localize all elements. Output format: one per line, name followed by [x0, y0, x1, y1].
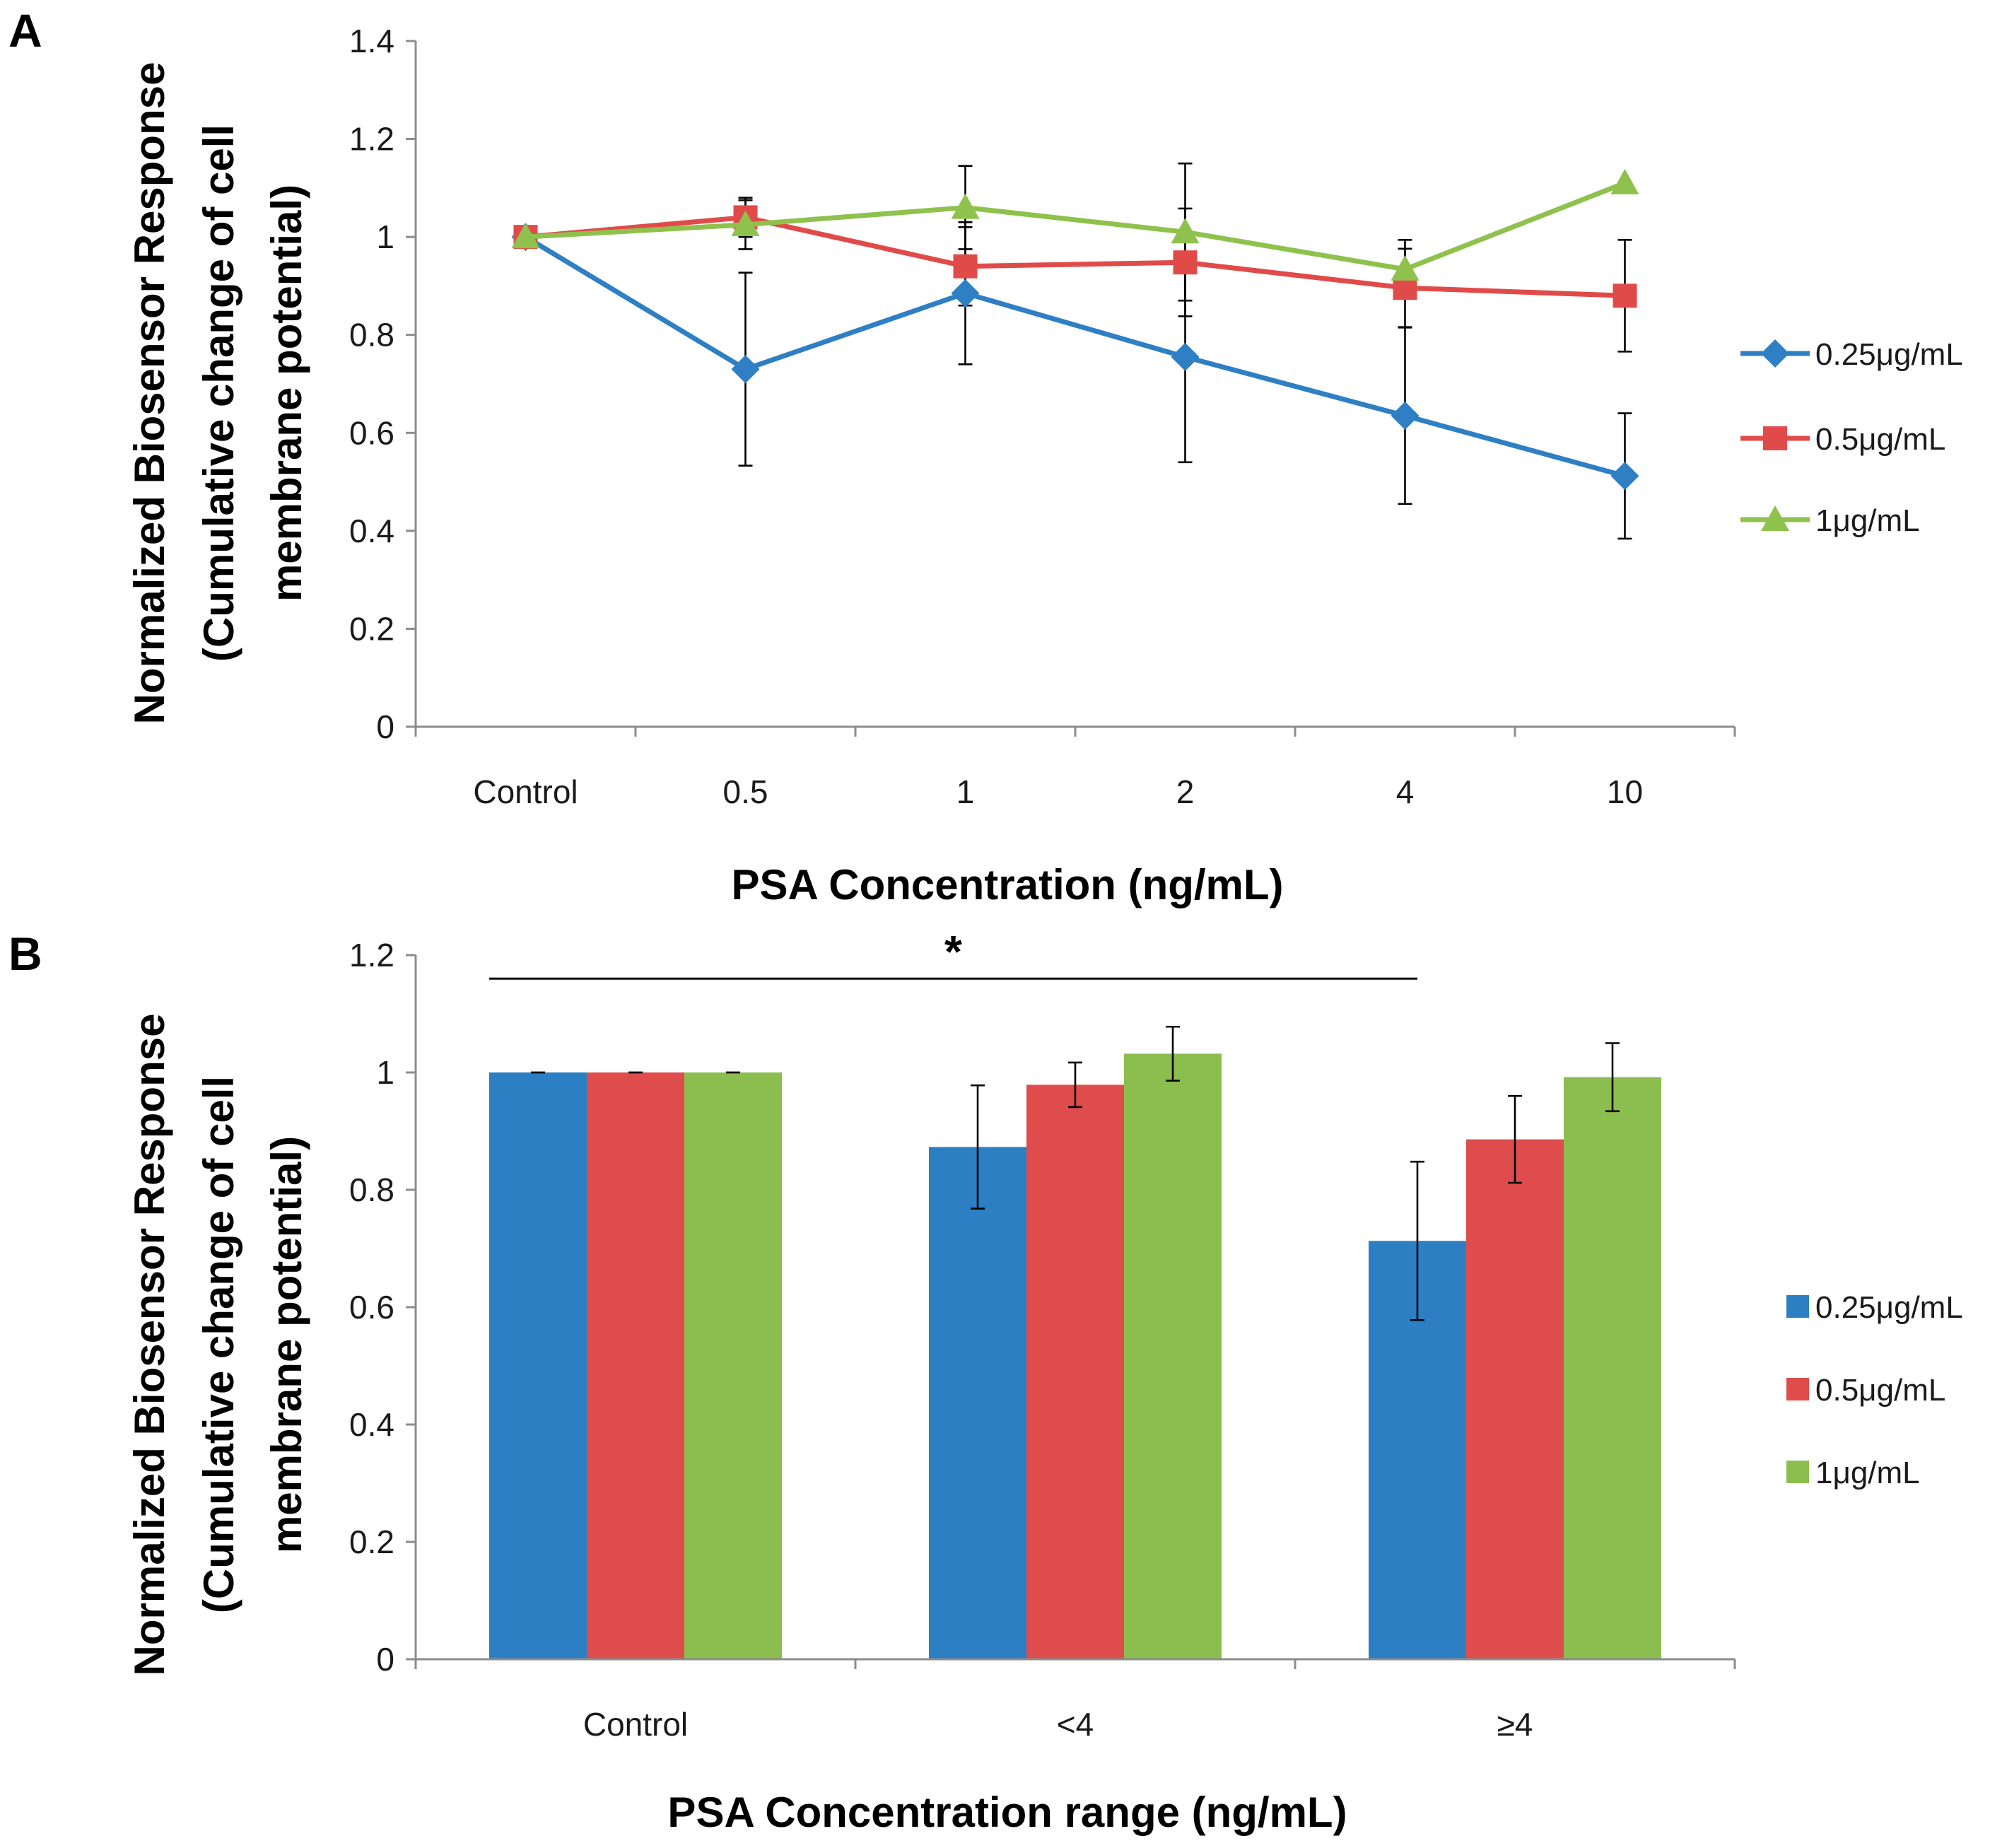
panel-a-x-tick-label-4: 4 — [1396, 773, 1415, 810]
panel-a-y-tick-label: 0 — [376, 708, 394, 745]
panel-b-error-bar-1ug-ml-lt4 — [1166, 1025, 1180, 1082]
panel-a-x-tick-label-0-5: 0.5 — [723, 773, 768, 810]
panel-a-y-axis: 0 0.2 0.4 0.6 0.8 1 1.2 1.4 — [349, 23, 417, 745]
panel-b-y-tick-label: 0.6 — [349, 1289, 394, 1326]
panel-b-x-tick-label-ge4: ≥4 — [1497, 1706, 1533, 1743]
panel-a-x-axis: Control 0.5 1 2 4 10 — [414, 725, 1736, 810]
bar-1ug-ml-ge4 — [1564, 1077, 1661, 1659]
panel-a-y-tick-label: 0.4 — [349, 513, 394, 549]
panel-b-y-tick-label: 0.2 — [349, 1524, 394, 1560]
panel-a-y-tick-label: 0.2 — [349, 610, 394, 647]
panel-b-y-tick-label: 1.2 — [349, 937, 394, 973]
panel-a-x-tick-label-1: 1 — [956, 773, 975, 810]
panel-b: B Normalized Biosensor Response (Cumulat… — [8, 926, 1963, 1836]
panel-b-x-tick-label-lt4: <4 — [1057, 1706, 1094, 1743]
panel-a-x-tick-label-control: Control — [473, 773, 578, 810]
panel-a-letter: A — [8, 4, 42, 57]
panel-b-error-bars — [531, 1025, 1620, 1321]
data-point-1ug-ml-4 — [1391, 255, 1420, 281]
bar-1ug-ml-lt4 — [1124, 1053, 1222, 1659]
significance-star: * — [944, 926, 962, 977]
data-point-0-25ug-ml-2 — [1171, 342, 1200, 371]
bar-0-25ug-ml-lt4 — [929, 1147, 1026, 1659]
data-point-0-5ug-ml-1 — [953, 254, 978, 279]
panel-b-error-bar-0-5ug-ml-ge4 — [1508, 1094, 1522, 1184]
panel-a-x-tick-label-10: 10 — [1607, 773, 1643, 810]
data-point-0-25ug-ml-1 — [951, 279, 980, 308]
bar-1ug-ml-control — [684, 1072, 782, 1659]
legend-label: 0.25μg/mL — [1815, 337, 1963, 372]
legend-label: 0.5μg/mL — [1815, 1373, 1945, 1408]
legend-label: 0.25μg/mL — [1815, 1290, 1963, 1325]
data-point-1ug-ml-2 — [1171, 218, 1200, 244]
panel-a-ylabel-line1: Normalized Biosensor Response — [126, 62, 173, 725]
bar-0-25ug-ml-control — [489, 1072, 587, 1659]
data-point-0-25ug-ml-4 — [1391, 402, 1420, 431]
panel-a-y-tick-label: 0.8 — [349, 317, 394, 353]
data-point-1ug-ml-10 — [1610, 168, 1639, 194]
legend-item-0-25ug-ml: 0.25μg/mL — [1786, 1290, 1963, 1325]
legend-marker — [1761, 339, 1789, 368]
panel-b-y-tick-label: 0 — [376, 1641, 394, 1678]
series-line-0-5ug-ml — [525, 214, 1625, 298]
panel-b-ylabel-line2: (Cumulative change of cell — [195, 1076, 242, 1613]
panel-a-ylabel-line3: membrane potential) — [263, 185, 310, 602]
data-point-0-25ug-ml-0-5 — [731, 355, 760, 384]
legend-item-1ug-ml: 1μg/mL — [1740, 503, 1920, 538]
panel-a-series-1ug-ml — [511, 168, 1639, 281]
legend-marker — [1761, 505, 1789, 531]
bar-0-5ug-ml-lt4 — [1026, 1084, 1124, 1659]
panel-b-ylabel-line3: membrane potential) — [263, 1136, 310, 1553]
legend-label: 1μg/mL — [1815, 1456, 1920, 1490]
panel-a-y-tick-label: 1.2 — [349, 121, 394, 158]
legend-swatch — [1786, 1295, 1809, 1318]
panel-b-y-tick-label: 1 — [376, 1054, 394, 1091]
panel-b-xlabel: PSA Concentration range (ng/mL) — [667, 1789, 1347, 1836]
panel-a-x-tick-label-2: 2 — [1176, 773, 1195, 810]
legend-item-0-25ug-ml: 0.25μg/mL — [1740, 337, 1963, 372]
panel-b-y-axis: 0 0.2 0.4 0.6 0.8 1 1.2 — [349, 937, 417, 1678]
panel-b-ylabel-line1: Normalized Biosensor Response — [126, 1014, 173, 1676]
legend-item-0-5ug-ml: 0.5μg/mL — [1786, 1373, 1945, 1408]
series-line-0-25ug-ml — [524, 235, 1626, 479]
panel-b-bars — [489, 1053, 1661, 1659]
data-point-0-5ug-ml-2 — [1173, 250, 1198, 275]
data-point-0-5ug-ml-10 — [1613, 283, 1637, 308]
panel-a-legend: 0.25μg/mL 0.5μg/mL 1μg/mL — [1740, 337, 1963, 538]
legend-swatch — [1786, 1378, 1809, 1400]
data-point-1ug-ml-0-5 — [731, 210, 760, 236]
panel-a-y-tick-label: 1 — [376, 218, 394, 255]
panel-a-y-tick-label: 1.4 — [349, 23, 394, 59]
data-point-0-25ug-ml-10 — [1610, 462, 1639, 491]
panel-b-letter: B — [8, 928, 42, 980]
panel-a-series — [511, 168, 1639, 491]
data-point-1ug-ml-1 — [951, 193, 980, 219]
panel-b-x-axis: Control <4 ≥4 — [414, 1658, 1736, 1743]
bar-0-5ug-ml-ge4 — [1466, 1139, 1564, 1659]
panel-b-error-bar-0-25ug-ml-lt4 — [971, 1084, 985, 1210]
panel-a-y-tick-label: 0.6 — [349, 414, 394, 451]
legend-swatch — [1786, 1461, 1809, 1483]
panel-b-x-tick-label-control: Control — [583, 1706, 688, 1743]
panel-b-legend: 0.25μg/mL 0.5μg/mL 1μg/mL — [1786, 1290, 1963, 1490]
panel-b-y-tick-label: 0.8 — [349, 1171, 394, 1208]
panel-b-error-bar-0-5ug-ml-lt4 — [1068, 1061, 1082, 1109]
data-point-1ug-ml-control — [511, 223, 540, 249]
panel-b-error-bar-0-25ug-ml-ge4 — [1410, 1160, 1424, 1321]
panel-a-xlabel: PSA Concentration (ng/mL) — [731, 861, 1283, 908]
series-line-1ug-ml — [525, 180, 1626, 272]
legend-marker — [1763, 426, 1787, 450]
bar-0-5ug-ml-control — [587, 1072, 684, 1659]
panel-a-ylabel-line2: (Cumulative change of cell — [195, 124, 242, 662]
legend-item-1ug-ml: 1μg/mL — [1786, 1456, 1920, 1490]
panel-a: A Normalized Biosensor Response (Cumulat… — [8, 4, 1963, 908]
legend-item-0-5ug-ml: 0.5μg/mL — [1740, 422, 1945, 457]
legend-label: 1μg/mL — [1815, 503, 1920, 538]
legend-label: 0.5μg/mL — [1815, 422, 1945, 457]
panel-b-y-tick-label: 0.4 — [349, 1406, 394, 1443]
panel-b-error-bar-1ug-ml-ge4 — [1605, 1042, 1620, 1113]
panel-b-significance: * — [489, 926, 1417, 980]
